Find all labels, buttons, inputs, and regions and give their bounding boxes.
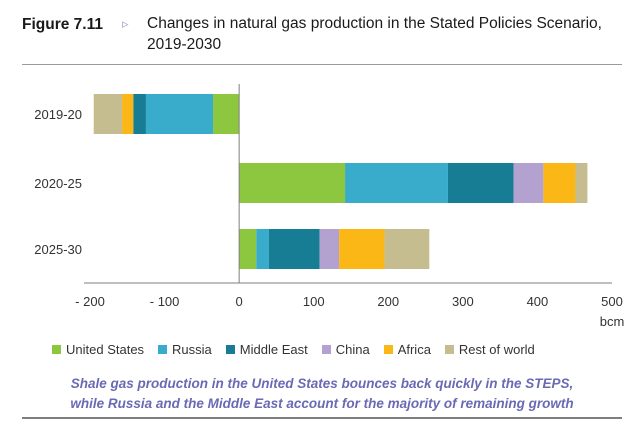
- x-tick-label: 100: [303, 294, 325, 309]
- legend-swatch: [383, 344, 393, 354]
- bar-2020-25-china: [513, 163, 544, 203]
- chart-legend: United States Russia Middle East China Afric…: [52, 340, 632, 358]
- x-tick-label: 400: [527, 294, 549, 309]
- legend-label: United States: [66, 341, 145, 357]
- bar-2025-30-united-states: [239, 229, 257, 269]
- legend-label: China: [335, 341, 370, 357]
- bottom-divider: [22, 417, 622, 419]
- legend-swatch: [321, 344, 331, 354]
- figure-caption: Shale gas production in the United State…: [22, 374, 622, 414]
- y-tick-label: 2019-20: [34, 107, 82, 122]
- bar-2025-30-middle-east: [268, 229, 320, 269]
- bar-2019-20-united-states: [213, 94, 240, 134]
- bar-2025-30-china: [319, 229, 340, 269]
- y-tick-label: 2025-30: [34, 242, 82, 257]
- bar-2025-30-africa: [339, 229, 385, 269]
- bar-2019-20-middle-east: [133, 94, 146, 134]
- legend-item: Middle East: [225, 341, 308, 357]
- legend-item: United States: [52, 342, 144, 357]
- x-tick-label: 500: [601, 294, 623, 309]
- legend-swatch: [52, 344, 61, 354]
- legend-swatch: [444, 344, 454, 354]
- x-axis-unit: bcm: [600, 314, 625, 329]
- bar-2020-25-rest-of-world: [575, 163, 588, 203]
- legend-item: Russia: [158, 342, 212, 357]
- top-divider: [22, 64, 622, 65]
- bar-2019-20-rest-of-world: [93, 94, 123, 134]
- bar-2025-30-rest-of-world: [384, 229, 430, 269]
- legend-item: Africa: [383, 341, 431, 357]
- legend-swatch: [158, 344, 168, 354]
- figure-title: Changes in natural gas production in the…: [147, 15, 602, 53]
- bar-2019-20-africa: [122, 94, 134, 134]
- legend-label: Middle East: [239, 341, 308, 357]
- caption-line-2: while Russia and the Middle East account…: [70, 396, 574, 411]
- figure-header: Figure 7.11 ▹ Changes in natural gas pro…: [22, 10, 622, 54]
- bar-2020-25-middle-east: [447, 163, 514, 203]
- caption-line-1: Shale gas production in the United State…: [70, 376, 574, 391]
- x-tick-label: - 200: [75, 294, 105, 309]
- legend-swatch: [225, 344, 235, 354]
- bar-2019-20-russia: [145, 94, 214, 134]
- bar-2020-25-united-states: [239, 163, 346, 203]
- bar-2025-30-russia: [256, 229, 269, 269]
- legend-label: Africa: [397, 341, 431, 357]
- legend-label: Rest of world: [458, 341, 535, 357]
- y-tick-label: 2020-25: [34, 176, 82, 191]
- figure-arrow-icon: ▹: [122, 16, 129, 31]
- x-tick-label: 300: [452, 294, 474, 309]
- x-tick-label: - 100: [150, 294, 180, 309]
- legend-item: Rest of world: [444, 341, 535, 357]
- x-tick-label: 0: [236, 294, 243, 309]
- legend-item: China: [321, 341, 370, 357]
- x-tick-label: 200: [377, 294, 399, 309]
- figure-label: Figure 7.11: [22, 16, 103, 33]
- bar-2020-25-russia: [345, 163, 448, 203]
- bar-2020-25-africa: [543, 163, 576, 203]
- legend-label: Russia: [172, 341, 212, 357]
